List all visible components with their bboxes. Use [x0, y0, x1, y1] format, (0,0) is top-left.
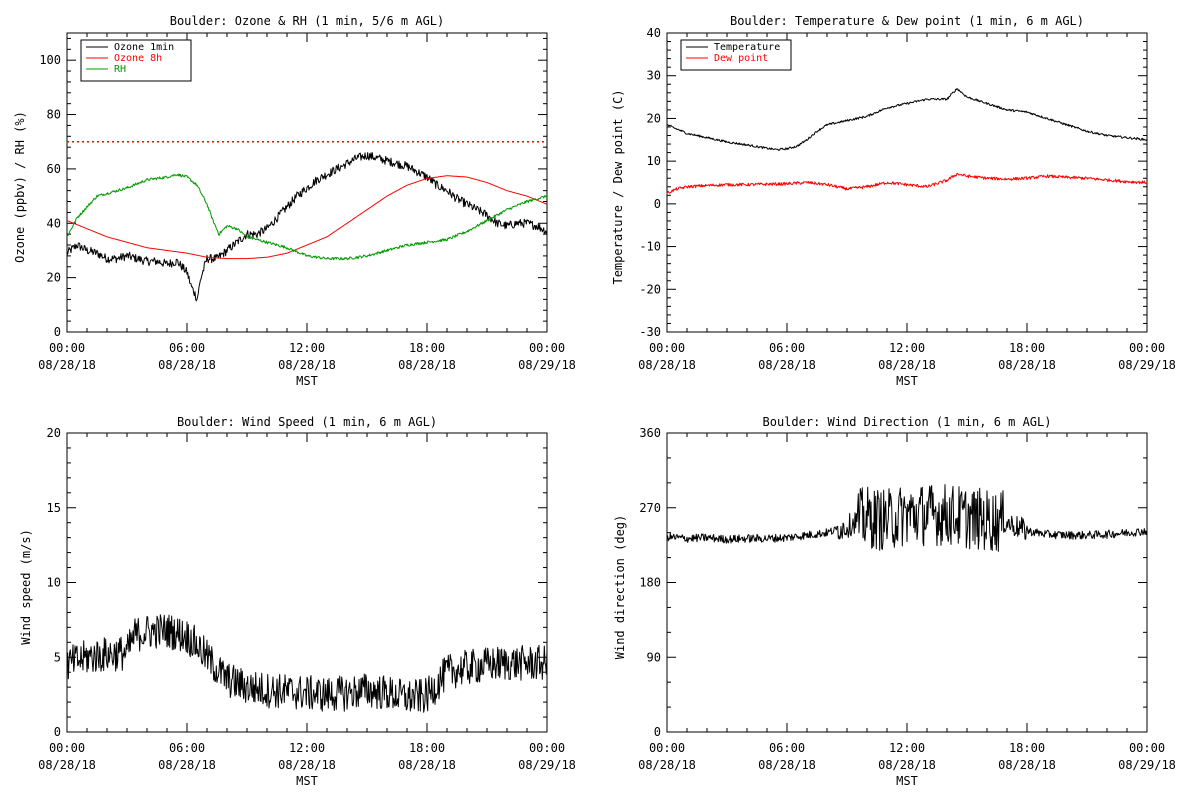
ozone-rh-xtick-date: 08/28/18	[38, 358, 96, 372]
ozone-rh-rh-line	[66, 173, 548, 261]
wind-speed-ytick-label: 5	[54, 650, 61, 664]
temperature-dewpoint-xtick-date: 08/28/18	[878, 358, 936, 372]
temperature-dewpoint-temperature-line	[666, 88, 1148, 151]
wind-direction-xtick-date: 08/29/18	[1118, 758, 1176, 772]
wind-direction-xtick-time: 06:00	[769, 741, 805, 755]
temperature-dewpoint-ytick-label: 10	[647, 154, 661, 168]
ozone-rh-ylabel: Ozone (ppbv) / RH (%)	[13, 111, 27, 263]
ozone-rh-xlabel: MST	[296, 374, 318, 388]
ozone-rh-ytick-label: 40	[47, 216, 61, 230]
ozone-rh-xtick-date: 08/28/18	[278, 358, 336, 372]
temperature-dewpoint-ytick-label: 30	[647, 69, 661, 83]
wind-speed-xtick-time: 00:00	[49, 741, 85, 755]
temperature-dewpoint-panel: Boulder: Temperature & Dew point (1 min,…	[611, 14, 1176, 388]
ozone-rh-xtick-date: 08/29/18	[518, 358, 576, 372]
temperature-dewpoint-xtick-time: 00:00	[649, 341, 685, 355]
wind-direction-xtick-date: 08/28/18	[998, 758, 1056, 772]
wind-direction-ytick-label: 270	[639, 501, 661, 515]
wind-direction-xtick-time: 00:00	[1129, 741, 1165, 755]
temperature-dewpoint-xtick-time: 06:00	[769, 341, 805, 355]
temperature-dewpoint-ytick-label: -30	[639, 325, 661, 339]
ozone-rh-xtick-time: 18:00	[409, 341, 445, 355]
wind-direction-ytick-label: 0	[654, 725, 661, 739]
wind-direction-ytick-label: 360	[639, 426, 661, 440]
temperature-dewpoint-ytick-label: 40	[647, 26, 661, 40]
temperature-dewpoint-xtick-date: 08/28/18	[998, 358, 1056, 372]
temperature-dewpoint-legend-label-dew-point: Dew point	[714, 53, 768, 64]
wind-direction-xtick-date: 08/28/18	[878, 758, 936, 772]
wind-direction-xtick-time: 18:00	[1009, 741, 1045, 755]
ozone-rh-legend-label-rh: RH	[114, 64, 126, 75]
ozone-rh-ozone-8h-line	[66, 175, 548, 260]
temperature-dewpoint-title: Boulder: Temperature & Dew point (1 min,…	[730, 14, 1084, 28]
temperature-dewpoint-xlabel: MST	[896, 374, 918, 388]
wind-speed-panel: Boulder: Wind Speed (1 min, 6 m AGL) MST…	[19, 415, 576, 788]
wind-speed-xtick-date: 08/28/18	[158, 758, 216, 772]
wind-direction-xtick-date: 08/28/18	[638, 758, 696, 772]
wind-speed-xtick-time: 06:00	[169, 741, 205, 755]
ozone-rh-xtick-time: 00:00	[49, 341, 85, 355]
wind-speed-ytick-label: 20	[47, 426, 61, 440]
wind-speed-xtick-time: 18:00	[409, 741, 445, 755]
wind-direction-ylabel: Wind direction (deg)	[613, 515, 627, 660]
wind-speed-xlabel: MST	[296, 774, 318, 788]
temperature-dewpoint-ytick-label: -20	[639, 282, 661, 296]
temperature-dewpoint-ytick-label: 0	[654, 197, 661, 211]
wind-direction-ytick-label: 90	[647, 650, 661, 664]
ozone-rh-xtick-date: 08/28/18	[398, 358, 456, 372]
temperature-dewpoint-xtick-time: 12:00	[889, 341, 925, 355]
ozone-rh-xtick-date: 08/28/18	[158, 358, 216, 372]
ozone-rh-ytick-label: 60	[47, 162, 61, 176]
ozone-rh-panel: Boulder: Ozone & RH (1 min, 5/6 m AGL) M…	[13, 14, 576, 388]
wind-speed-title: Boulder: Wind Speed (1 min, 6 m AGL)	[177, 415, 437, 429]
wind-speed-ytick-label: 15	[47, 501, 61, 515]
temperature-dewpoint-xtick-time: 00:00	[1129, 341, 1165, 355]
wind-speed-xtick-time: 12:00	[289, 741, 325, 755]
wind-speed-ylabel: Wind speed (m/s)	[19, 529, 33, 645]
temperature-dewpoint-xtick-date: 08/29/18	[1118, 358, 1176, 372]
temperature-dewpoint-dew-point-line	[666, 172, 1148, 195]
temperature-dewpoint-legend-box	[680, 39, 792, 71]
wind-speed-xtick-date: 08/29/18	[518, 758, 576, 772]
ozone-rh-xtick-time: 12:00	[289, 341, 325, 355]
ozone-rh-ytick-label: 80	[47, 108, 61, 122]
ozone-rh-title: Boulder: Ozone & RH (1 min, 5/6 m AGL)	[170, 14, 445, 28]
ozone-rh-legend-label-ozone-8h: Ozone 8h	[114, 53, 162, 64]
ozone-rh-legend-label-ozone-1min: Ozone 1min	[114, 42, 174, 53]
wind-speed-xtick-time: 00:00	[529, 741, 565, 755]
ozone-rh-ytick-label: 0	[54, 325, 61, 339]
temperature-dewpoint-xtick-time: 18:00	[1009, 341, 1045, 355]
ozone-rh-ytick-label: 20	[47, 271, 61, 285]
wind-speed-xtick-date: 08/28/18	[278, 758, 336, 772]
temperature-dewpoint-xtick-date: 08/28/18	[638, 358, 696, 372]
wind-direction-title: Boulder: Wind Direction (1 min, 6 m AGL)	[763, 415, 1052, 429]
wind-direction-xtick-time: 12:00	[889, 741, 925, 755]
temperature-dewpoint-xtick-date: 08/28/18	[758, 358, 816, 372]
wind-direction-series-0-line	[666, 484, 1148, 552]
wind-direction-xtick-time: 00:00	[649, 741, 685, 755]
wind-direction-xlabel: MST	[896, 774, 918, 788]
temperature-dewpoint-ytick-label: -10	[639, 240, 661, 254]
temperature-dewpoint-ytick-label: 20	[647, 111, 661, 125]
temperature-dewpoint-legend-label-temperature: Temperature	[714, 42, 780, 53]
ozone-rh-ytick-label: 100	[39, 53, 61, 67]
wind-speed-xtick-date: 08/28/18	[38, 758, 96, 772]
temperature-dewpoint-ylabel: Temperature / Dew point (C)	[611, 89, 625, 284]
wind-speed-xtick-date: 08/28/18	[398, 758, 456, 772]
wind-direction-xtick-date: 08/28/18	[758, 758, 816, 772]
wind-speed-ytick-label: 0	[54, 725, 61, 739]
wind-direction-panel: Boulder: Wind Direction (1 min, 6 m AGL)…	[613, 415, 1176, 788]
ozone-rh-ozone-1min-line	[66, 152, 548, 302]
ozone-rh-xtick-time: 06:00	[169, 341, 205, 355]
ozone-rh-xtick-time: 00:00	[529, 341, 565, 355]
wind-speed-series-0-line	[66, 614, 548, 713]
wind-direction-ytick-label: 180	[639, 576, 661, 590]
wind-speed-ytick-label: 10	[47, 576, 61, 590]
